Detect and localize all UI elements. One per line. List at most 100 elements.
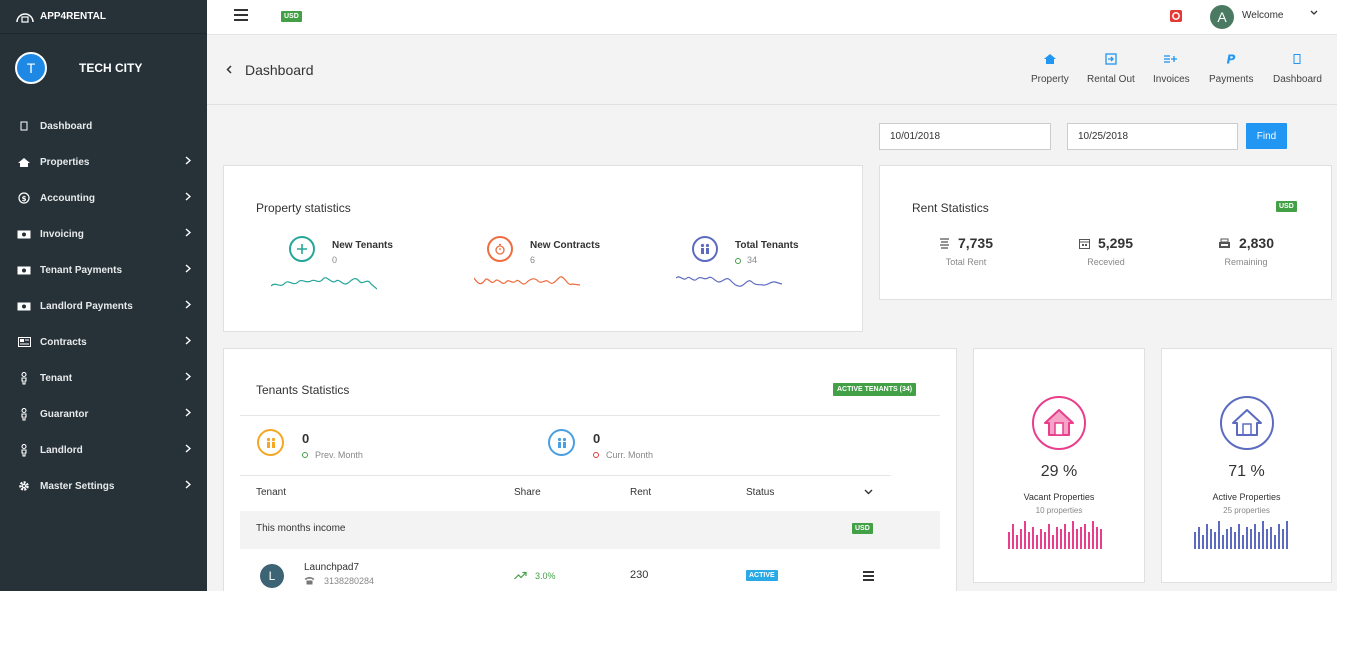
chevron-down-icon[interactable] bbox=[864, 489, 873, 495]
sidebar-item-label: Contracts bbox=[40, 336, 87, 348]
company-avatar[interactable]: T bbox=[15, 52, 47, 84]
column-header-status[interactable]: Status bbox=[746, 487, 775, 498]
stat-label: New Tenants bbox=[332, 240, 393, 251]
user-avatar[interactable]: A bbox=[1210, 5, 1234, 29]
active-bar bbox=[1230, 527, 1232, 549]
vacant-label: Vacant Properties bbox=[1023, 492, 1095, 502]
column-header-rent[interactable]: Rent bbox=[630, 487, 652, 498]
chevron-right-icon bbox=[185, 228, 191, 237]
stat-label: New Contracts bbox=[530, 240, 601, 251]
vacant-bar bbox=[1072, 521, 1074, 549]
chevron-right-icon bbox=[185, 372, 191, 381]
vacant-percent: 29 % bbox=[1040, 463, 1078, 480]
sidebar-item-label: Landlord Payments bbox=[40, 300, 133, 312]
quick-link-payments[interactable]: P Payments bbox=[1209, 51, 1254, 86]
vacant-home-icon bbox=[1032, 396, 1086, 450]
active-bar bbox=[1206, 524, 1208, 549]
sidebar-item-label: Landlord bbox=[40, 444, 83, 456]
vacant-bar bbox=[1076, 529, 1078, 549]
sidebar-nav: Dashboard Properties $ Accounting Invoic… bbox=[0, 102, 207, 504]
people-icon bbox=[257, 429, 284, 456]
quick-link-dashboard[interactable]: Dashboard bbox=[1273, 51, 1322, 85]
table-row[interactable]: L Launchpad7 3138280284 3.0% 230 ACTIVE bbox=[240, 554, 940, 591]
status-dot-icon bbox=[302, 452, 308, 458]
sidebar: APP4RENTAL T TECH CITY Dashboard Propert… bbox=[0, 0, 207, 591]
active-tenants-badge[interactable]: ACTIVE TENANTS (34) bbox=[833, 383, 917, 396]
menu-toggle-icon[interactable] bbox=[234, 9, 248, 21]
page-title: Dashboard bbox=[245, 62, 314, 78]
list-plus-icon bbox=[1164, 55, 1178, 63]
active-bar bbox=[1238, 524, 1240, 549]
active-bar bbox=[1286, 521, 1288, 549]
welcome-label[interactable]: Welcome bbox=[1242, 10, 1284, 21]
cash-register-icon bbox=[1218, 238, 1230, 248]
stat-value-text: 34 bbox=[747, 255, 758, 265]
quick-link-label: Property bbox=[1031, 74, 1069, 85]
dashboard-icon bbox=[16, 120, 32, 132]
vacant-bar bbox=[1068, 532, 1070, 549]
status-dot-icon bbox=[735, 257, 741, 264]
sidebar-item-contracts[interactable]: Contracts bbox=[0, 324, 207, 360]
active-bar bbox=[1242, 535, 1244, 549]
vacant-properties-card: 29 % Vacant Properties 10 properties bbox=[973, 348, 1145, 583]
notification-icon[interactable] bbox=[1169, 9, 1183, 23]
sidebar-item-dashboard[interactable]: Dashboard bbox=[0, 108, 207, 144]
column-header-share[interactable]: Share bbox=[514, 487, 541, 498]
prev-month-value: 0 bbox=[302, 431, 310, 446]
sidebar-item-invoicing[interactable]: Invoicing bbox=[0, 216, 207, 252]
active-bar bbox=[1266, 529, 1268, 549]
status-dot-icon bbox=[593, 452, 599, 458]
sidebar-item-landlord-payments[interactable]: Landlord Payments bbox=[0, 288, 207, 324]
vacant-bar bbox=[1064, 524, 1066, 549]
sidebar-item-properties[interactable]: Properties bbox=[0, 144, 207, 180]
find-button[interactable]: Find bbox=[1246, 123, 1287, 149]
sidebar-item-landlord[interactable]: Landlord bbox=[0, 432, 207, 468]
chevron-right-icon bbox=[185, 192, 191, 201]
sidebar-item-tenant-payments[interactable]: Tenant Payments bbox=[0, 252, 207, 288]
quick-link-rental-out[interactable]: Rental Out bbox=[1087, 51, 1135, 85]
sidebar-item-label: Tenant Payments bbox=[40, 264, 123, 276]
sidebar-item-label: Accounting bbox=[40, 192, 95, 204]
currency-badge: USD bbox=[1276, 201, 1297, 212]
quick-link-label: Dashboard bbox=[1273, 74, 1322, 85]
back-chevron-icon[interactable] bbox=[226, 65, 233, 74]
trending-up-icon bbox=[514, 571, 527, 580]
gear-icon bbox=[16, 480, 32, 492]
sidebar-item-label: Guarantor bbox=[40, 408, 89, 420]
calendar-icon bbox=[1078, 238, 1090, 249]
prev-month-label: Prev. Month bbox=[315, 450, 363, 460]
active-bar bbox=[1262, 521, 1264, 549]
brand[interactable]: APP4RENTAL bbox=[0, 0, 207, 34]
vacant-bar bbox=[1020, 529, 1022, 549]
vacant-bars bbox=[1008, 521, 1104, 549]
person-icon bbox=[16, 443, 32, 457]
sidebar-item-accounting[interactable]: $ Accounting bbox=[0, 180, 207, 216]
quick-link-label: Payments bbox=[1209, 74, 1254, 85]
currency-badge[interactable]: USD bbox=[281, 11, 302, 22]
sign-in-icon bbox=[1105, 53, 1117, 65]
stat-label: Total Tenants bbox=[735, 240, 799, 251]
date-to-input[interactable] bbox=[1067, 123, 1238, 150]
sidebar-item-tenant[interactable]: Tenant bbox=[0, 360, 207, 396]
vacant-bar bbox=[1084, 524, 1086, 549]
vacant-bar bbox=[1028, 532, 1030, 549]
active-label: Active Properties bbox=[1212, 492, 1281, 502]
divider bbox=[240, 475, 891, 476]
tenant-name[interactable]: Launchpad7 bbox=[304, 562, 360, 573]
active-bar bbox=[1226, 529, 1228, 549]
new-tenants-sparkline bbox=[271, 277, 377, 290]
status-badge: ACTIVE bbox=[746, 570, 778, 581]
sidebar-item-guarantor[interactable]: Guarantor bbox=[0, 396, 207, 432]
active-bar bbox=[1202, 535, 1204, 549]
sidebar-item-master-settings[interactable]: Master Settings bbox=[0, 468, 207, 504]
row-menu-icon[interactable] bbox=[863, 571, 874, 581]
date-from-input[interactable] bbox=[879, 123, 1051, 150]
quick-link-invoices[interactable]: Invoices bbox=[1153, 51, 1190, 85]
chevron-down-icon[interactable] bbox=[1310, 10, 1318, 16]
column-header-tenant[interactable]: Tenant bbox=[256, 487, 287, 498]
vacant-bar bbox=[1052, 535, 1054, 549]
vacant-bar bbox=[1040, 529, 1042, 549]
stopwatch-icon bbox=[487, 236, 513, 262]
quick-link-property[interactable]: Property bbox=[1031, 51, 1069, 85]
chevron-right-icon bbox=[185, 264, 191, 273]
